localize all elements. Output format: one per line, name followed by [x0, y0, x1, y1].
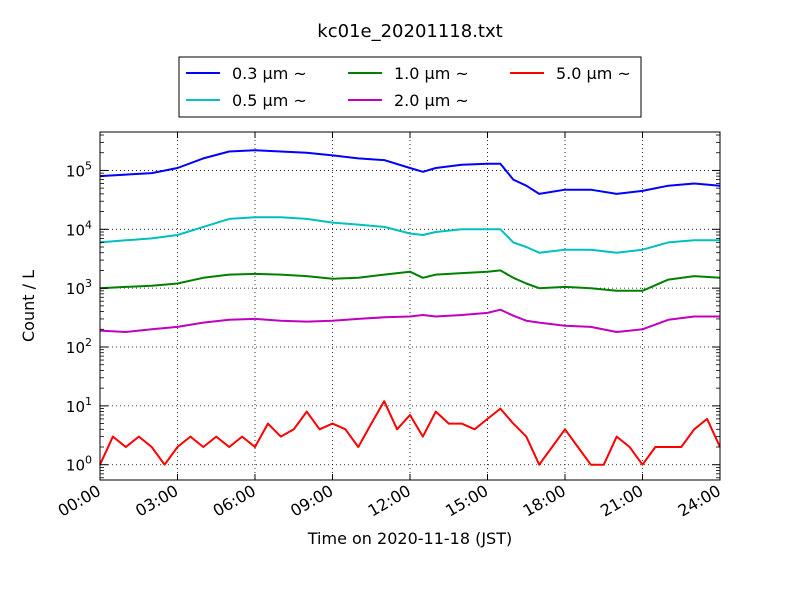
series-line-1: [99, 149, 721, 195]
x-axis-label: Time on 2020-11-18 (JST): [307, 529, 512, 548]
y-axis: 100 101 102 103 104 105: [66, 134, 720, 479]
x-tick-label: 24:00: [675, 481, 724, 521]
x-tick-label: 09:00: [287, 481, 336, 521]
legend-label-3: 1.0 μm ~: [394, 64, 469, 83]
y-tick-label: 104: [66, 218, 92, 239]
y-tick-label: 105: [66, 159, 92, 180]
y-axis-label: Count / L: [19, 270, 38, 342]
legend: 0.3 μm ~ 0.5 μm ~ 1.0 μm ~ 2.0 μm ~ 5.0 μm ~: [178, 56, 642, 118]
x-tick-label: 03:00: [132, 481, 181, 521]
legend-label-2: 0.5 μm ~: [232, 91, 307, 110]
series-group: [99, 149, 721, 466]
plot-background: [100, 132, 720, 480]
x-tick-label: 15:00: [442, 481, 491, 521]
y-tick-label: 101: [66, 395, 92, 416]
series-line-3: [99, 269, 721, 292]
x-tick-label: 18:00: [520, 481, 569, 521]
series-line-5: [99, 400, 721, 466]
y-tick-label: 103: [66, 277, 92, 298]
legend-label-4: 2.0 μm ~: [394, 91, 469, 110]
series-line-2: [99, 216, 720, 254]
chart-title: kc01e_20201118.txt: [317, 21, 502, 42]
x-tick-label: 06:00: [210, 481, 259, 521]
x-tick-label: 00:00: [55, 481, 104, 521]
y-tick-label: 102: [66, 336, 92, 357]
legend-label-5: 5.0 μm ~: [556, 64, 631, 83]
legend-box: [178, 56, 642, 118]
legend-label-1: 0.3 μm ~: [232, 64, 307, 83]
x-tick-label: 12:00: [365, 481, 414, 521]
series-line-4: [99, 308, 720, 333]
x-tick-label: 21:00: [597, 481, 646, 521]
grid: [100, 132, 720, 480]
y-tick-label: 100: [66, 454, 92, 475]
